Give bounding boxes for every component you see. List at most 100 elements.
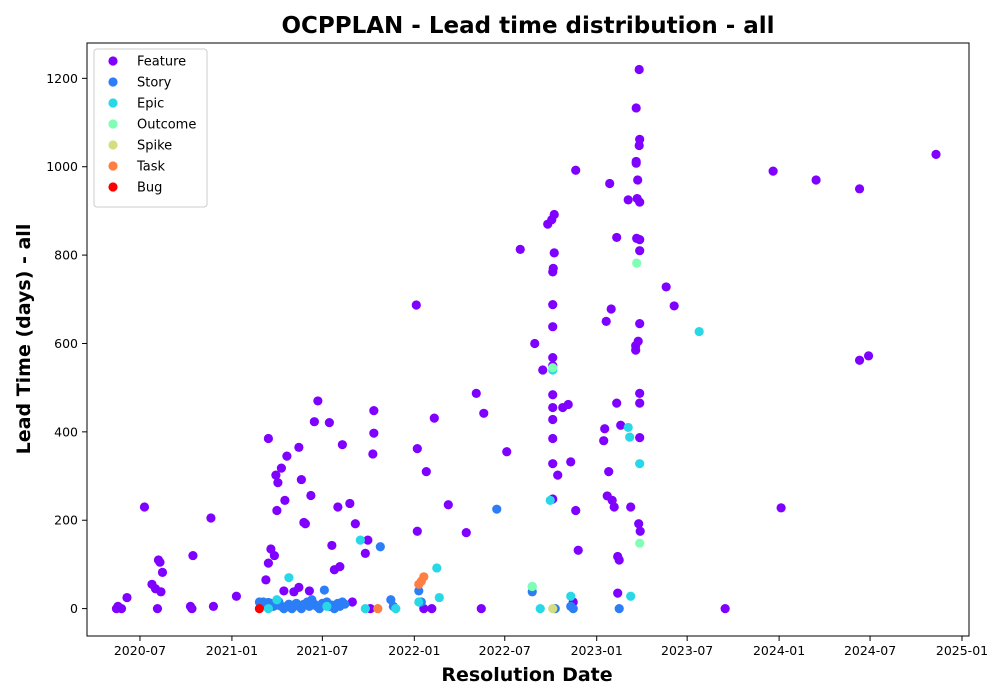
data-point-outcome xyxy=(527,581,537,592)
data-point-story xyxy=(340,599,350,609)
data-point-feature xyxy=(337,440,347,450)
data-point-feature xyxy=(616,420,626,430)
data-point-feature xyxy=(548,322,558,332)
y-tick-label: 1000 xyxy=(46,159,78,174)
data-point-feature xyxy=(768,166,778,176)
x-tick-label: 2023-07 xyxy=(661,643,713,658)
data-point-feature xyxy=(573,545,583,555)
data-point-feature xyxy=(633,336,643,346)
data-point-feature xyxy=(548,390,558,400)
data-point-feature xyxy=(263,433,273,444)
series-epic xyxy=(263,326,704,614)
data-point-feature xyxy=(571,505,581,516)
data-point-feature xyxy=(854,355,865,365)
x-tick-label: 2025-01 xyxy=(936,643,988,658)
data-point-feature xyxy=(553,470,563,480)
data-point-feature xyxy=(549,209,559,220)
data-point-epic xyxy=(626,591,636,601)
legend: Feature Story Epic Outcome Spike Task Bug xyxy=(93,48,208,208)
data-point-feature xyxy=(635,197,645,207)
data-point-task xyxy=(373,604,383,614)
data-point-spike xyxy=(548,604,558,614)
x-tick-label: 2024-07 xyxy=(844,643,896,658)
data-point-story xyxy=(492,504,502,514)
legend-marker-outcome xyxy=(108,119,118,129)
data-point-epic xyxy=(284,573,294,583)
legend-label-spike: Spike xyxy=(137,139,172,154)
data-point-feature xyxy=(604,467,614,477)
data-point-epic xyxy=(263,604,273,614)
data-point-feature xyxy=(863,351,874,361)
data-point-feature xyxy=(276,463,286,473)
data-point-epic xyxy=(623,422,633,433)
data-point-feature xyxy=(502,447,512,457)
data-point-feature xyxy=(635,398,645,408)
legend-label-feature: Feature xyxy=(137,55,186,70)
data-point-feature xyxy=(155,557,165,567)
data-point-feature xyxy=(271,470,281,480)
data-point-feature xyxy=(776,503,786,513)
data-point-feature xyxy=(538,365,548,375)
data-point-feature xyxy=(347,597,357,607)
data-point-epic xyxy=(535,604,545,614)
data-point-feature xyxy=(635,433,645,443)
y-axis: 0 200 400 600 800 1000 1200 xyxy=(46,71,87,616)
data-point-feature xyxy=(515,244,525,254)
x-tick-label: 2020-07 xyxy=(114,643,166,658)
data-point-feature xyxy=(634,64,644,75)
data-point-feature xyxy=(269,550,279,561)
data-point-feature xyxy=(635,235,645,245)
data-point-feature xyxy=(614,555,624,565)
y-tick-label: 800 xyxy=(54,248,78,263)
legend-label-epic: Epic xyxy=(137,97,164,112)
chart-title: OCPPLAN - Lead time distribution - all xyxy=(281,13,774,39)
data-point-feature xyxy=(548,433,558,444)
y-tick-label: 400 xyxy=(54,424,78,439)
data-point-story xyxy=(414,586,424,596)
legend-marker-spike xyxy=(108,140,118,150)
data-point-feature xyxy=(601,316,611,326)
data-point-feature xyxy=(612,398,622,408)
data-point-feature xyxy=(273,478,283,488)
plot-area xyxy=(111,64,941,614)
data-point-feature xyxy=(272,505,282,516)
data-point-story xyxy=(568,604,578,614)
data-point-feature xyxy=(157,567,168,577)
data-point-task xyxy=(419,572,429,582)
data-point-feature xyxy=(530,338,540,349)
plot-frame xyxy=(86,42,970,637)
data-point-feature xyxy=(612,232,622,243)
data-point-epic xyxy=(545,495,555,505)
data-point-feature xyxy=(811,175,821,185)
legend-label-bug: Bug xyxy=(137,181,162,196)
x-tick-label: 2021-07 xyxy=(296,643,348,658)
data-point-feature xyxy=(548,414,558,425)
data-point-feature xyxy=(122,592,132,603)
legend-marker-feature xyxy=(108,56,118,66)
data-point-feature xyxy=(720,604,730,614)
data-point-epic xyxy=(694,326,704,337)
data-point-feature xyxy=(635,526,645,536)
legend-marker-bug xyxy=(108,182,118,192)
data-point-feature xyxy=(309,417,319,427)
series-spike xyxy=(548,604,558,614)
data-point-outcome xyxy=(635,538,645,548)
legend-label-task: Task xyxy=(136,160,166,175)
data-point-feature xyxy=(606,304,616,314)
x-tick-label: 2022-01 xyxy=(388,643,440,658)
data-point-feature xyxy=(635,134,645,144)
data-point-feature xyxy=(563,399,573,410)
data-point-feature xyxy=(548,263,558,273)
x-tick-label: 2022-07 xyxy=(479,643,531,658)
data-point-feature xyxy=(345,498,355,509)
data-point-epic xyxy=(391,604,401,614)
data-point-feature xyxy=(635,318,645,329)
data-point-epic xyxy=(635,459,645,469)
data-point-feature xyxy=(324,417,334,428)
data-point-feature xyxy=(476,604,486,614)
data-point-feature xyxy=(360,548,370,558)
data-point-feature xyxy=(613,588,623,598)
legend-marker-task xyxy=(108,161,118,171)
data-point-feature xyxy=(280,495,290,505)
